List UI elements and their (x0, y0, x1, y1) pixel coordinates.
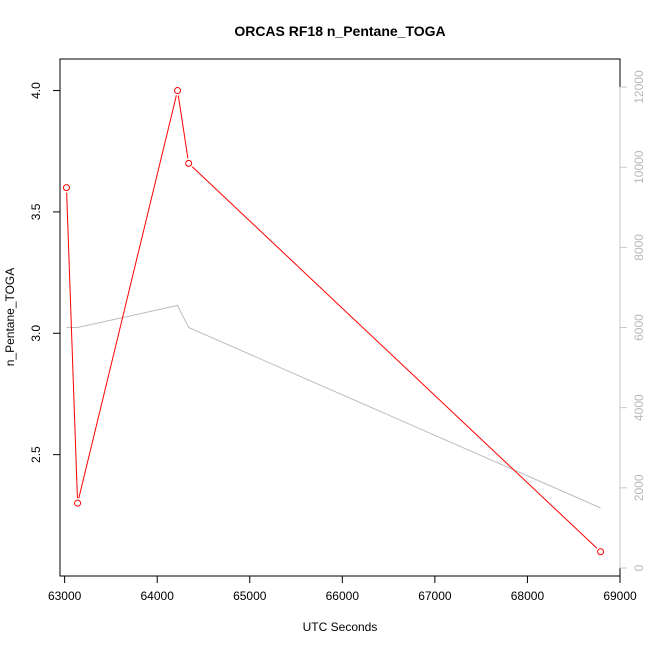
y2-axis: 0 2000 4000 6000 8000 10000 12000 (619, 70, 646, 571)
y2-tick-label: 4000 (632, 394, 646, 421)
y2-tick-label: 12000 (632, 70, 646, 104)
y2-tick-label: 0 (632, 564, 646, 571)
red-series-point (174, 87, 182, 95)
x-tick-label: 64000 (141, 589, 175, 603)
y2-tick-label: 2000 (632, 474, 646, 501)
y2-tick-label: 6000 (632, 314, 646, 341)
red-series-segment (191, 166, 598, 549)
y-axis-label: n_Pentane_TOGA (3, 268, 17, 367)
y2-tick-label: 10000 (632, 150, 646, 184)
red-series-segment (78, 95, 177, 499)
y-tick-label: 2.5 (29, 446, 43, 463)
red-series-point (74, 499, 82, 507)
red-series-point (185, 159, 193, 167)
chart-title: ORCAS RF18 n_Pentane_TOGA (234, 23, 445, 39)
x-tick-label: 66000 (326, 589, 360, 603)
plot-frame (59, 58, 621, 577)
red-series-segment (177, 95, 189, 159)
y-tick-label: 4.0 (29, 82, 43, 99)
red-series-point (62, 184, 70, 192)
gray-series-line (66, 304, 601, 509)
red-series-segment (66, 192, 78, 499)
x-tick-label: 63000 (48, 589, 82, 603)
y-tick-label: 3.5 (29, 203, 43, 220)
y-tick-label: 3.0 (29, 325, 43, 342)
x-tick-label: 69000 (603, 589, 637, 603)
y2-tick-label: 8000 (632, 234, 646, 261)
x-tick-label: 68000 (511, 589, 545, 603)
series-layer (62, 87, 605, 556)
x-axis-label: UTC Seconds (303, 620, 378, 634)
red-series-point (597, 548, 605, 556)
y-axis: 2.5 3.0 3.5 4.0 (29, 82, 61, 463)
x-tick-label: 65000 (233, 589, 267, 603)
x-tick-label: 67000 (418, 589, 452, 603)
x-axis: 63000 64000 65000 66000 67000 68000 69000 (48, 575, 637, 603)
